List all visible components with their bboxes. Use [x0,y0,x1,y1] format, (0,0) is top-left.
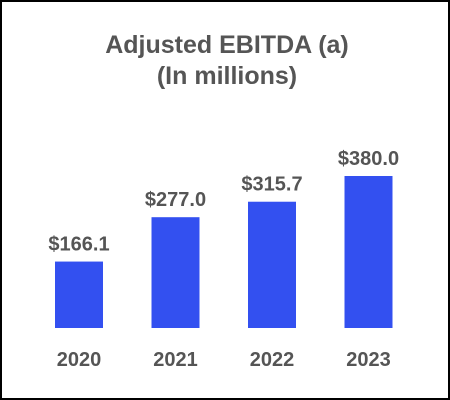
data-label-2020: $166.1 [48,234,109,256]
bar-2022 [248,201,296,328]
bar-2023 [344,176,393,328]
data-label-2021: $277.0 [145,189,206,211]
data-label-2022: $315.7 [241,174,302,196]
x-tick-label-2023: 2023 [346,349,391,371]
chart-title: Adjusted EBITDA (a) [105,31,349,59]
bar-2021 [151,217,200,328]
data-label-2023: $380.0 [338,148,399,170]
chart-subtitle: (In millions) [156,62,298,90]
x-tick-label-2021: 2021 [153,349,198,371]
x-tick-label-2020: 2020 [57,349,102,371]
bar-2020 [55,261,103,328]
x-tick-label-2022: 2022 [250,349,295,371]
